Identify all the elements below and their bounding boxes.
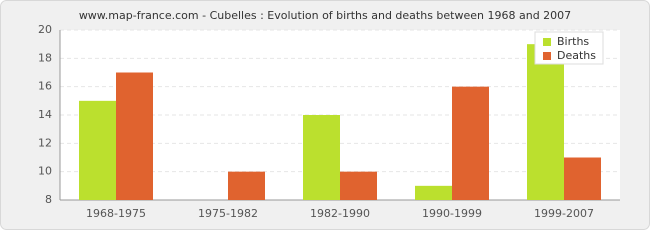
x-tick-label: 1982-1990 [310, 207, 370, 220]
bar [527, 44, 564, 200]
bar [415, 185, 452, 200]
x-tick-label: 1975-1982 [198, 207, 258, 220]
y-tick-label: 16 [38, 80, 52, 93]
bar [79, 100, 116, 200]
y-tick-label: 12 [38, 136, 52, 149]
bar [340, 171, 377, 200]
y-tick-label: 8 [45, 193, 52, 206]
legend-swatch [543, 38, 551, 46]
chart-title: www.map-france.com - Cubelles : Evolutio… [79, 9, 571, 22]
bar [116, 72, 153, 200]
x-tick-label: 1999-2007 [534, 207, 594, 220]
bar [452, 86, 489, 200]
bar [228, 171, 265, 200]
legend-swatch [543, 52, 551, 60]
legend-label: Births [557, 35, 589, 48]
x-tick-label: 1990-1999 [422, 207, 482, 220]
y-tick-label: 14 [38, 108, 52, 121]
y-tick-label: 18 [38, 51, 52, 64]
bar [303, 115, 340, 200]
y-tick-label: 10 [38, 165, 52, 178]
x-tick-label: 1968-1975 [86, 207, 146, 220]
chart: www.map-france.com - Cubelles : Evolutio… [0, 0, 650, 230]
legend-label: Deaths [557, 49, 596, 62]
y-tick-label: 20 [38, 23, 52, 36]
bar [564, 157, 601, 200]
